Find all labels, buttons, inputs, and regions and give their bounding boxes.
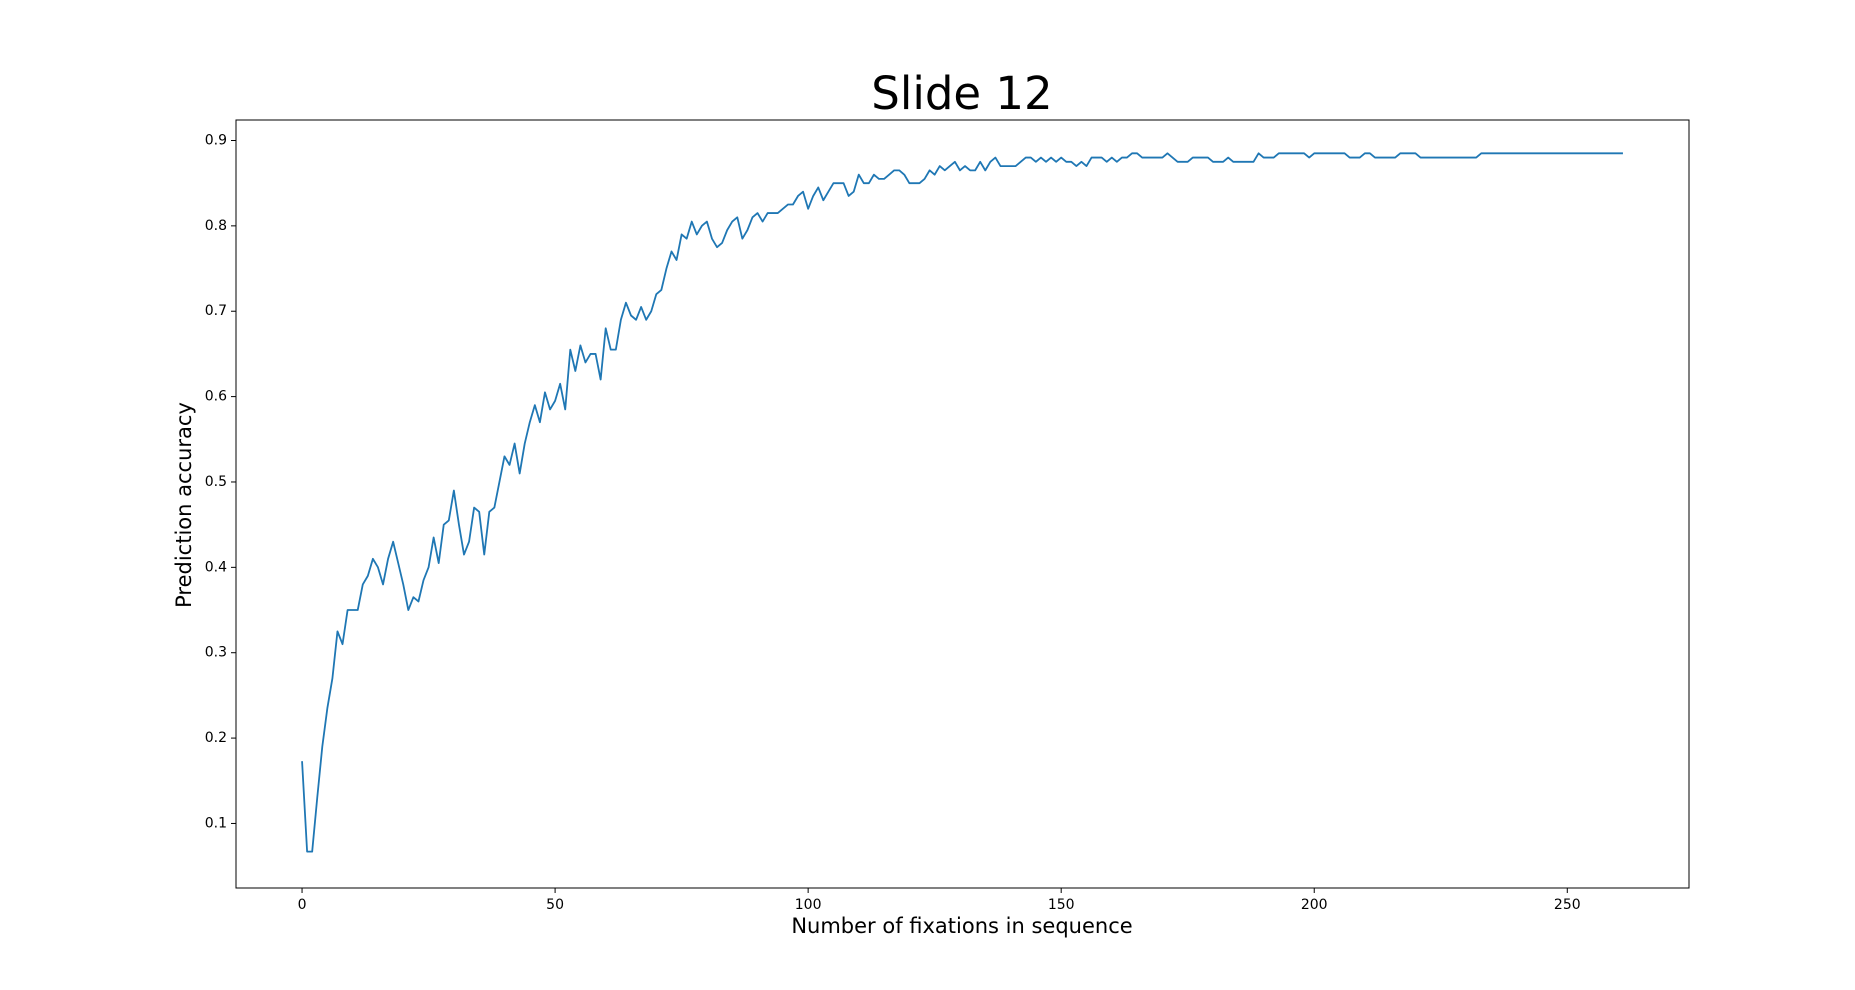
data-line — [301, 152, 1623, 853]
x-tick-label: 200 — [1301, 897, 1328, 913]
y-tick-label: 0.7 — [205, 303, 227, 319]
x-tick-label: 250 — [1554, 897, 1581, 913]
x-axis-label: Number of fixations in sequence — [791, 914, 1132, 938]
plot-frame — [235, 119, 1690, 889]
y-tick-label: 0.1 — [205, 815, 227, 831]
y-tick-label: 0.8 — [205, 218, 227, 234]
x-tick-label: 150 — [1048, 897, 1075, 913]
x-tick-label: 100 — [795, 897, 822, 913]
y-tick-label: 0.4 — [205, 559, 227, 575]
y-tick-label: 0.6 — [205, 389, 227, 405]
y-tick-label: 0.2 — [205, 730, 227, 746]
y-tick-label: 0.5 — [205, 474, 227, 490]
y-tick-label: 0.3 — [205, 645, 227, 661]
y-tick-label: 0.9 — [205, 132, 227, 148]
x-tick-label: 50 — [546, 897, 564, 913]
y-axis-label: Prediction accuracy — [172, 402, 196, 608]
chart-title: Slide 12 — [871, 67, 1052, 120]
x-tick-label: 0 — [298, 897, 307, 913]
